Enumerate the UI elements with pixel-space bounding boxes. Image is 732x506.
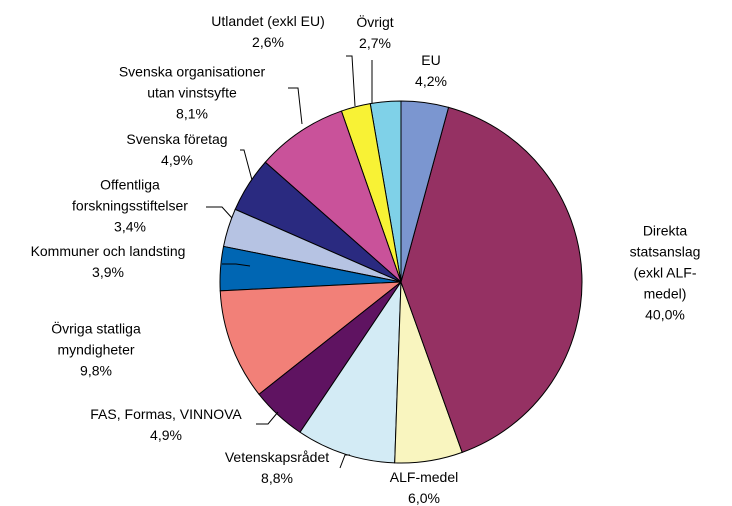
pie-slice bbox=[400, 100, 450, 283]
category-label: Direkta statsanslag (exkl ALF-medel) bbox=[629, 222, 701, 302]
value-label: 3,9% bbox=[92, 264, 124, 280]
leader-line bbox=[240, 149, 253, 181]
pie-slice bbox=[400, 106, 583, 453]
leader-lines bbox=[206, 55, 373, 469]
slice-label: Svenska företag 4,9% bbox=[126, 129, 227, 171]
slice-label: Övrigt 2,7% bbox=[356, 12, 393, 54]
slice-label: Svenska organisationer utan vinstsyfte 8,… bbox=[119, 62, 265, 125]
leader-line bbox=[288, 87, 303, 125]
category-label: ALF-medel bbox=[389, 469, 459, 485]
value-label: 6,0% bbox=[408, 490, 440, 506]
category-label: Kommuner och landsting bbox=[30, 243, 186, 259]
slice-label: Vetenskapsrådet 8,8% bbox=[225, 447, 329, 489]
leader-line bbox=[346, 55, 356, 107]
value-label: 4,9% bbox=[150, 427, 182, 443]
category-label: FAS, Formas, VINNOVA bbox=[90, 406, 242, 422]
category-label: Offentliga forskningsstiftelser bbox=[72, 176, 188, 214]
value-label: 8,8% bbox=[261, 470, 293, 486]
slice-label: Offentliga forskningsstiftelser 3,4% bbox=[72, 175, 188, 238]
slice-label: ALF-medel 6,0% bbox=[390, 467, 458, 506]
category-label: EU bbox=[421, 52, 441, 68]
slice-label: Övriga statliga myndigheter 9,8% bbox=[51, 319, 140, 382]
leader-line bbox=[206, 206, 233, 219]
slice-label: Utlandet (exkl EU) 2,6% bbox=[211, 11, 325, 53]
value-label: 2,7% bbox=[359, 35, 391, 51]
slice-label: EU 4,2% bbox=[415, 50, 447, 92]
category-label: Övrigt bbox=[356, 14, 394, 30]
slice-label: FAS, Formas, VINNOVA 4,9% bbox=[90, 404, 241, 446]
pie-slice bbox=[219, 281, 403, 395]
value-label: 40,0% bbox=[645, 306, 685, 323]
category-label: Utlandet (exkl EU) bbox=[211, 13, 325, 29]
category-label: Svenska företag bbox=[126, 131, 228, 147]
value-label: 2,6% bbox=[252, 34, 284, 50]
value-label: 8,1% bbox=[176, 105, 208, 122]
category-label: Övriga statliga myndigheter bbox=[51, 320, 141, 358]
value-label: 3,4% bbox=[114, 218, 146, 235]
value-label: 9,8% bbox=[80, 362, 112, 379]
value-label: 4,2% bbox=[415, 73, 447, 89]
slice-label: Kommuner och landsting 3,9% bbox=[31, 241, 186, 283]
leader-line bbox=[256, 411, 279, 425]
value-label: 4,9% bbox=[161, 152, 193, 168]
category-label: Svenska organisationer utan vinstsyfte bbox=[118, 63, 266, 101]
pie-slice bbox=[264, 110, 403, 284]
pie-slice bbox=[299, 280, 402, 464]
category-label: Vetenskapsrådet bbox=[224, 449, 330, 465]
leader-line bbox=[222, 263, 251, 267]
slice-label: Direkta statsanslag (exkl ALF-medel) 40,0… bbox=[630, 221, 701, 326]
leader-line bbox=[339, 454, 350, 469]
